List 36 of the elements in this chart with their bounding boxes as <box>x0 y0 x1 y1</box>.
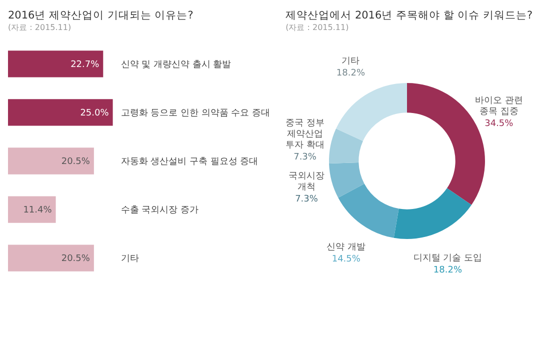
data-label: 20.5% <box>61 157 90 167</box>
slice-label: 디지털 기술 도입 <box>413 254 482 264</box>
slice-label: 중국 정부 제약산업 투자 확대 <box>286 118 324 151</box>
bar <box>8 244 94 272</box>
data-label: 18.2% <box>336 68 366 79</box>
slice-label: 바이오 관련 종목 집중 <box>474 96 523 117</box>
data-label: 25.0% <box>80 108 110 118</box>
data-label: 20.5% <box>61 254 90 264</box>
bar <box>8 148 94 174</box>
chart-title: 2016년 제약산업이 기대되는 이유는? <box>8 10 194 22</box>
donut-slice <box>329 162 364 198</box>
text: (자료 : 2015.11) <box>8 23 72 32</box>
donut-slice <box>336 83 407 141</box>
donut-slice <box>338 184 399 238</box>
slice-label: 신약 개발 <box>326 242 366 252</box>
data-label: 7.3% <box>294 152 317 163</box>
data-label: 11.4% <box>23 206 52 216</box>
text: (자료 : 2015.11) <box>286 23 349 32</box>
y-tick-label: 고령화 등으로 인한 의약품 수요 증대 <box>120 108 270 118</box>
slice-label: 국외시장 개척 <box>288 171 325 192</box>
bar <box>8 99 113 126</box>
data-label: 14.5% <box>332 254 361 264</box>
y-tick-label: 신약 및 개량신약 출시 활발 <box>120 60 232 70</box>
y-tick-label: 기타 <box>120 254 139 264</box>
data-label: 7.3% <box>295 194 318 204</box>
donut-slice <box>394 188 472 239</box>
data-label: 34.5% <box>484 118 514 129</box>
data-label: 22.7% <box>70 60 100 70</box>
chart-title: 제약산업에서 2016년 주목해야 할 이슈 키워드는? <box>286 10 533 22</box>
bar <box>8 196 56 223</box>
y-tick-label: 수출 국외시장 증가 <box>120 206 199 216</box>
y-tick-label: 자동화 생산설비 구축 필요성 증대 <box>120 157 258 167</box>
donut-slice <box>329 128 363 164</box>
data-label: 18.2% <box>433 266 462 276</box>
slice-label: 기타 <box>342 56 360 67</box>
bar <box>8 50 104 78</box>
